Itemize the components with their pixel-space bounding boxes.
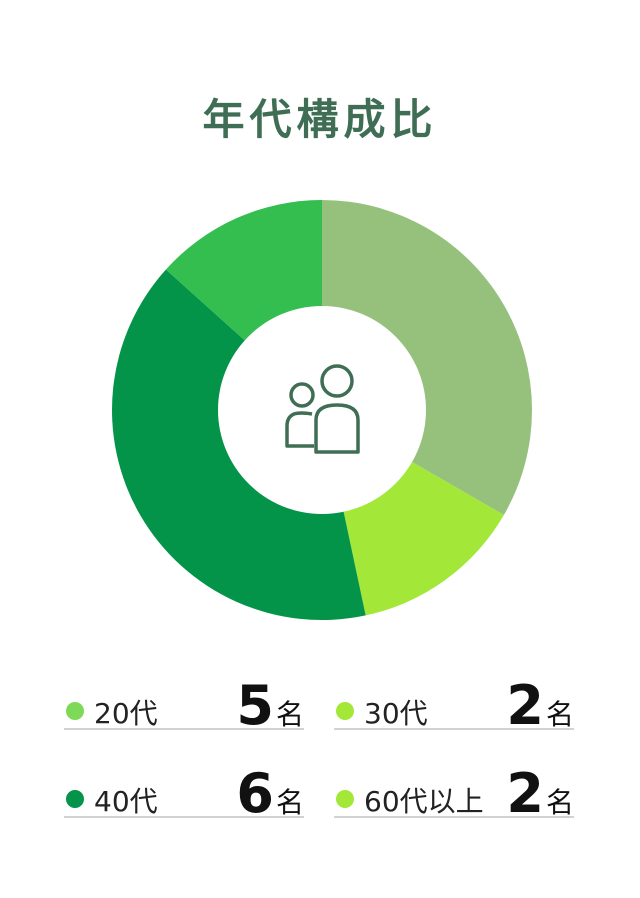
legend-value: 6名 [236,762,304,825]
legend-unit: 名 [545,786,574,819]
legend-item-60s-plus: 60代以上 2名 [334,756,574,825]
legend-unit: 名 [275,698,304,731]
legend-dot [336,790,354,808]
legend-count: 2 [506,674,544,737]
legend-unit: 名 [275,786,304,819]
legend-unit: 名 [545,698,574,731]
legend-value: 2名 [506,674,574,737]
chart-title: 年代構成比 [202,95,438,144]
legend-item-20s: 20代 5名 [64,668,304,737]
legend-label: 60代以上 [364,785,484,818]
legend-label: 20代 [94,697,158,730]
legend-count: 2 [506,762,544,825]
legend-count: 6 [236,762,274,825]
legend-item-40s: 40代 6名 [64,756,304,825]
people-icon [285,364,360,454]
legend-value: 5名 [236,674,304,737]
legend-item-30s: 30代 2名 [334,668,574,737]
legend-value: 2名 [506,762,574,825]
legend-dot [66,702,84,720]
legend-label: 30代 [364,697,428,730]
legend-label: 40代 [94,785,158,818]
donut-chart [111,200,533,620]
legend-dot [336,702,354,720]
legend-count: 5 [236,674,274,737]
legend-dot [66,790,84,808]
